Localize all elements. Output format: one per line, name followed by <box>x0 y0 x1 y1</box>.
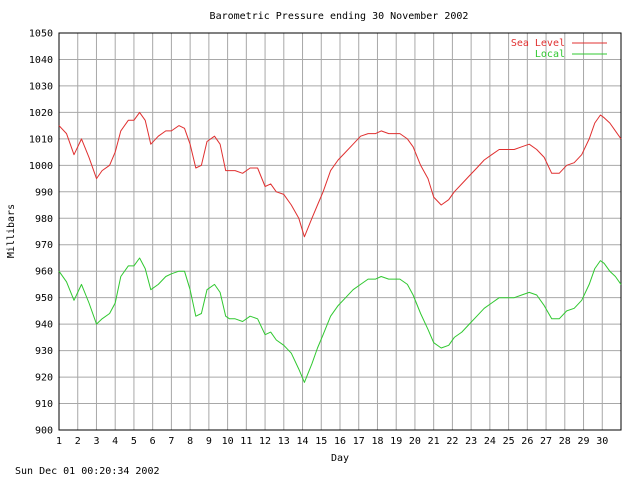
x-tick-label: 29 <box>578 436 590 447</box>
y-tick-label: 990 <box>35 187 53 198</box>
x-tick-label: 26 <box>521 436 533 447</box>
y-tick-label: 900 <box>35 426 53 437</box>
x-tick-label: 7 <box>168 436 174 447</box>
y-tick-label: 940 <box>35 320 53 331</box>
x-tick-label: 15 <box>315 436 327 447</box>
y-tick-label: 950 <box>35 293 53 304</box>
x-tick-label: 13 <box>278 436 290 447</box>
y-tick-label: 930 <box>35 346 53 357</box>
series-lines <box>58 111 622 383</box>
y-tick-label: 1040 <box>29 55 53 66</box>
series-line-local <box>58 257 622 383</box>
x-tick-label: 16 <box>334 436 346 447</box>
x-tick-label: 8 <box>187 436 193 447</box>
x-tick-label: 3 <box>93 436 99 447</box>
x-tick-label: 4 <box>112 436 118 447</box>
x-tick-label: 17 <box>353 436 365 447</box>
plot-frame <box>58 32 622 431</box>
generated-timestamp: Sun Dec 01 00:20:34 2002 <box>15 466 160 477</box>
x-tick-label: 23 <box>465 436 477 447</box>
y-tick-label: 1020 <box>29 108 53 119</box>
x-tick-label: 28 <box>559 436 571 447</box>
x-tick-label: 20 <box>409 436 421 447</box>
y-tick-label: 980 <box>35 214 53 225</box>
x-tick-label: 9 <box>206 436 212 447</box>
x-tick-label: 11 <box>240 436 252 447</box>
x-tick-label: 18 <box>371 436 383 447</box>
x-axis-label: Day <box>331 453 349 464</box>
x-tick-label: 14 <box>297 436 309 447</box>
x-tick-label: 27 <box>540 436 552 447</box>
x-tick-label: 24 <box>484 436 496 447</box>
x-tick-label: 22 <box>446 436 458 447</box>
y-tick-label: 910 <box>35 399 53 410</box>
y-tick-label: 960 <box>35 267 53 278</box>
x-tick-label: 6 <box>150 436 156 447</box>
x-tick-label: 21 <box>428 436 440 447</box>
x-tick-label: 2 <box>75 436 81 447</box>
x-tick-label: 1 <box>56 436 62 447</box>
legend-label: Local <box>535 49 565 60</box>
y-tick-label: 1050 <box>29 29 53 40</box>
x-tick-label: 30 <box>596 436 608 447</box>
y-tick-label: 1000 <box>29 161 53 172</box>
grid-lines <box>58 32 621 431</box>
y-axis-label: Millibars <box>6 204 17 258</box>
chart-title: Barometric Pressure ending 30 November 2… <box>210 11 469 22</box>
y-axis-ticks: 900 910 920 930 940 950 960 970 980 990 1000 1010 10… <box>29 29 53 437</box>
y-tick-label: 970 <box>35 240 53 251</box>
series-line-sea-level <box>58 111 622 238</box>
legend-label: Sea Level <box>511 38 565 49</box>
y-tick-label: 920 <box>35 373 53 384</box>
x-tick-label: 19 <box>390 436 402 447</box>
y-tick-label: 1030 <box>29 81 53 92</box>
x-tick-label: 25 <box>503 436 515 447</box>
x-tick-label: 10 <box>222 436 234 447</box>
x-axis-ticks: 1 2 3 4 5 6 7 8 9 10 11 12 13 14 15 16 17 18 19 20 21 22 23 24 2… <box>56 436 608 447</box>
x-tick-label: 12 <box>259 436 271 447</box>
x-tick-label: 5 <box>131 436 137 447</box>
y-tick-label: 1010 <box>29 134 53 145</box>
